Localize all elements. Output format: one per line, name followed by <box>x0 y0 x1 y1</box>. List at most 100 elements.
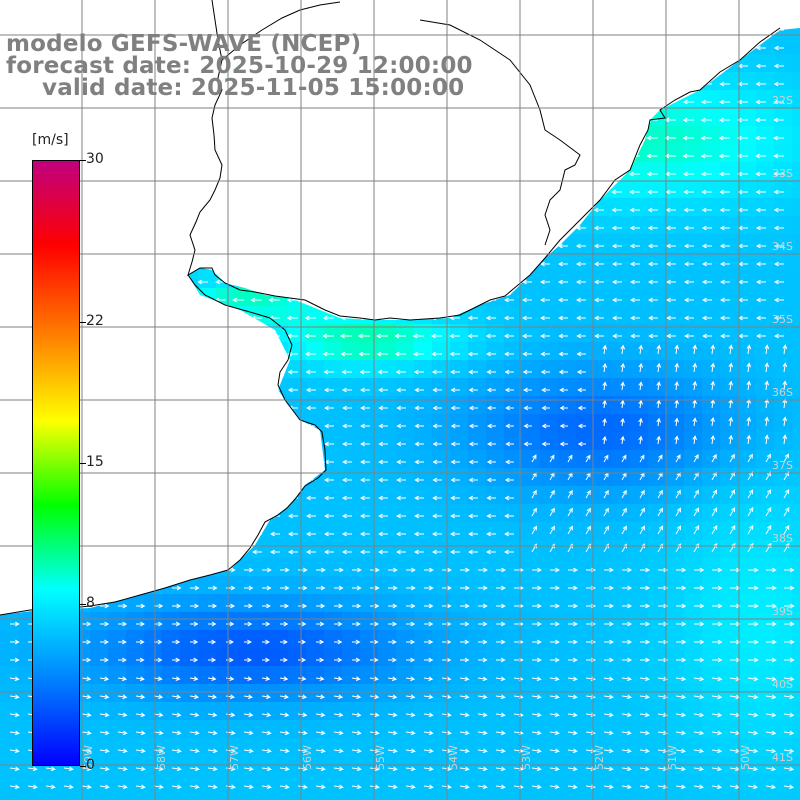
speed-cell <box>378 792 397 800</box>
speed-cell <box>450 648 469 667</box>
wind-arrow <box>405 784 416 790</box>
speed-cell <box>630 162 649 181</box>
speed-cell <box>540 414 559 433</box>
speed-cell <box>558 630 577 649</box>
wind-arrow <box>559 387 568 393</box>
speed-cell <box>666 234 685 253</box>
wind-arrow <box>207 694 218 700</box>
speed-cell <box>684 450 703 469</box>
speed-cell <box>288 774 307 793</box>
wind-arrow <box>693 525 700 535</box>
speed-cell <box>792 234 800 253</box>
speed-cell <box>738 90 757 109</box>
wind-arrow <box>172 603 182 609</box>
wind-arrow <box>208 603 218 609</box>
speed-cell <box>630 252 649 271</box>
speed-cell <box>756 720 775 739</box>
speed-cell <box>648 414 667 433</box>
speed-cell <box>144 720 163 739</box>
speed-cell <box>270 684 289 703</box>
wind-arrow <box>360 513 370 519</box>
wind-arrow <box>693 507 700 517</box>
wind-arrow <box>558 315 568 321</box>
speed-cell <box>666 648 685 667</box>
speed-cell <box>180 666 199 685</box>
wind-arrow <box>766 657 777 663</box>
speed-cell <box>342 342 361 361</box>
speed-cell <box>360 360 379 379</box>
wind-arrow <box>243 676 253 681</box>
wind-arrow <box>603 507 609 517</box>
speed-cell <box>540 648 559 667</box>
wind-arrow <box>414 405 424 411</box>
speed-cell <box>432 576 451 595</box>
wind-arrow <box>297 730 308 736</box>
wind-arrow <box>250 297 262 303</box>
wind-arrow <box>765 784 777 790</box>
speed-cell <box>0 666 19 685</box>
wind-arrow <box>423 712 434 718</box>
speed-cell <box>342 468 361 487</box>
speed-cell <box>288 594 307 613</box>
speed-cell <box>0 738 19 757</box>
speed-cell <box>288 630 307 649</box>
wind-arrow <box>406 621 416 627</box>
speed-cell <box>594 774 613 793</box>
speed-cell <box>252 738 271 757</box>
speed-cell <box>738 198 757 217</box>
speed-cell <box>486 540 505 559</box>
wind-arrow <box>674 362 680 373</box>
speed-cell <box>198 684 217 703</box>
speed-cell <box>666 414 685 433</box>
wind-arrow <box>304 351 316 357</box>
speed-cell <box>144 666 163 685</box>
wind-arrow <box>648 279 658 285</box>
speed-cell <box>666 576 685 595</box>
speed-cell <box>558 396 577 415</box>
wind-arrow <box>468 423 478 429</box>
wind-arrow <box>478 603 488 609</box>
speed-cell <box>216 792 235 800</box>
speed-cell <box>468 360 487 379</box>
wind-arrow <box>334 567 344 573</box>
wind-arrow <box>541 405 550 411</box>
wind-arrow <box>450 513 460 519</box>
speed-cell <box>324 702 343 721</box>
speed-cell <box>234 702 253 721</box>
wind-arrow <box>549 730 560 736</box>
wind-arrow <box>450 531 460 537</box>
wind-arrow <box>468 441 478 447</box>
speed-cell <box>450 612 469 631</box>
wind-arrow <box>747 489 754 499</box>
speed-cell <box>414 468 433 487</box>
wind-arrow <box>100 603 110 609</box>
speed-cell <box>324 378 343 397</box>
speed-cell <box>540 738 559 757</box>
wind-arrow <box>360 405 370 411</box>
speed-cell <box>126 594 145 613</box>
speed-cell <box>522 720 541 739</box>
speed-cell <box>684 792 703 800</box>
wind-arrow <box>288 531 298 537</box>
speed-cell <box>252 666 271 685</box>
wind-arrow <box>712 639 723 645</box>
wind-arrow <box>377 369 388 375</box>
speed-cell <box>576 648 595 667</box>
speed-cell <box>144 648 163 667</box>
speed-cell <box>576 234 595 253</box>
speed-cell <box>198 576 217 595</box>
wind-arrow <box>567 694 578 700</box>
speed-cell <box>360 666 379 685</box>
wind-arrow <box>387 766 398 772</box>
speed-cell <box>522 522 541 541</box>
wind-arrow <box>503 333 514 339</box>
speed-cell <box>630 378 649 397</box>
speed-cell <box>180 648 199 667</box>
speed-cell <box>180 684 199 703</box>
wind-arrow <box>674 344 680 355</box>
speed-cell <box>702 792 721 800</box>
wind-arrow <box>783 676 795 682</box>
wind-arrow <box>684 297 694 303</box>
wind-arrow <box>45 766 56 772</box>
wind-arrow <box>531 730 542 736</box>
